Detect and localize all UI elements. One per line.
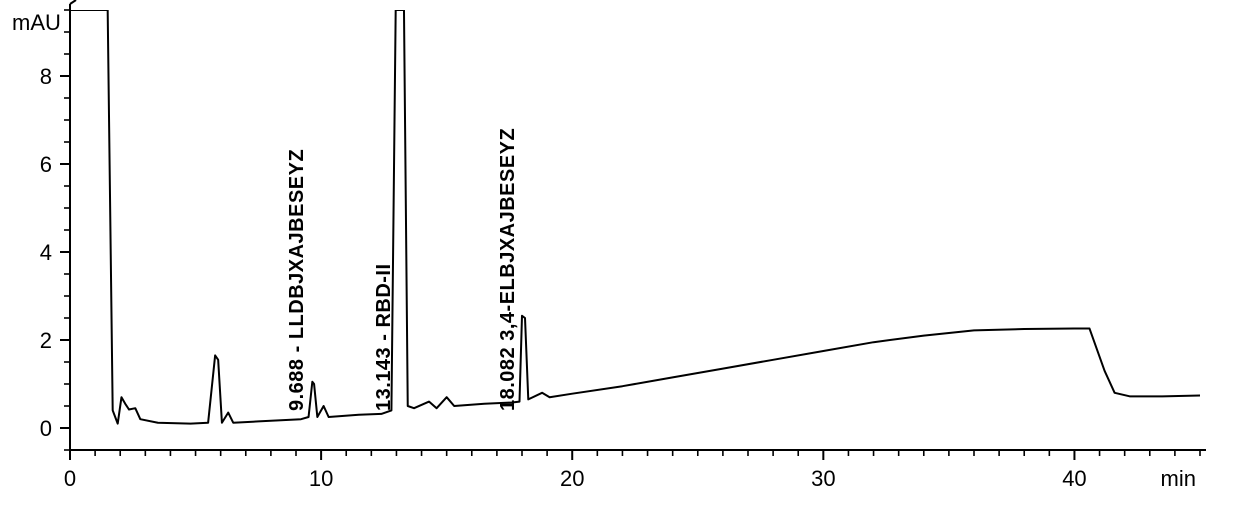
- peak-label-2: 18.082 3,4-ELBJXAJBESEYZ: [497, 128, 520, 411]
- svg-text:8: 8: [40, 64, 52, 89]
- chart-canvas: 0 2 4 6 8 mAU 0 10 20 30 40 min: [0, 0, 1240, 513]
- svg-text:min: min: [1161, 466, 1196, 491]
- chromatogram-chart: 0 2 4 6 8 mAU 0 10 20 30 40 min 9.688 - LLDBJXAJBES…: [0, 0, 1240, 513]
- svg-text:mAU: mAU: [12, 10, 61, 35]
- svg-text:0: 0: [40, 416, 52, 441]
- peak-label-1: 13.143 - RBD-II: [373, 263, 396, 411]
- svg-text:20: 20: [560, 466, 584, 491]
- svg-text:2: 2: [40, 328, 52, 353]
- svg-text:4: 4: [40, 240, 52, 265]
- svg-text:40: 40: [1062, 466, 1086, 491]
- svg-text:10: 10: [309, 466, 333, 491]
- svg-text:6: 6: [40, 152, 52, 177]
- svg-text:0: 0: [64, 466, 76, 491]
- svg-text:30: 30: [811, 466, 835, 491]
- peak-label-0: 9.688 - LLDBJXAJBESEYZ: [286, 149, 309, 411]
